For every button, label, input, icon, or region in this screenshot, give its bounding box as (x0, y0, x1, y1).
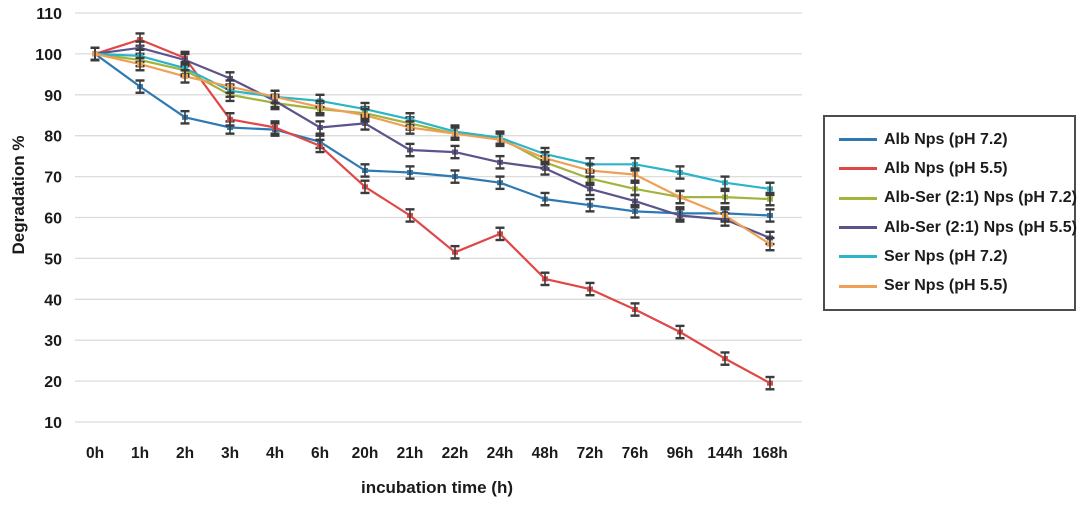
x-tick-label: 48h (532, 445, 559, 462)
x-tick-label: 24h (487, 445, 514, 462)
x-tick-label: 0h (86, 445, 104, 462)
legend-swatch (839, 255, 877, 259)
x-tick-label: 96h (667, 445, 694, 462)
x-tick-label: 21h (397, 445, 424, 462)
legend-swatch (839, 284, 877, 288)
x-tick-label: 20h (352, 445, 379, 462)
legend-item: Ser Nps (pH 7.2) (839, 248, 1074, 266)
x-tick-label: 2h (176, 445, 194, 462)
legend-swatch (839, 226, 877, 230)
gridlines (75, 12, 802, 423)
y-axis-tick-labels: 10 20 30 40 50 60 70 80 90 100 110 (35, 6, 62, 432)
series-line (94, 38, 771, 385)
x-tick-label: 22h (442, 445, 469, 462)
series-line (94, 52, 771, 246)
legend-swatch (839, 138, 877, 142)
x-tick-label: 76h (622, 445, 649, 462)
y-tick-label: 20 (44, 374, 62, 391)
legend: Alb Nps (pH 7.2) Alb Nps (pH 5.5) Alb-Ser … (823, 115, 1077, 311)
series-line (94, 46, 771, 240)
y-axis-title: Degradation % (9, 135, 28, 254)
legend-item: Alb-Ser (2:1) Nps (pH 7.2) (839, 189, 1077, 207)
x-tick-label: 1h (131, 445, 149, 462)
x-tick-label: 72h (577, 445, 604, 462)
y-tick-label: 100 (35, 47, 62, 64)
x-axis-tick-labels: 0h 1h 2h 3h 4h 6h 20h 21h 22h 24h 48h 72h 76h 96h 144h… (86, 445, 788, 462)
x-axis-title: incubation time (h) (361, 478, 513, 497)
x-tick-label: 4h (266, 445, 284, 462)
legend-item: Ser Nps (pH 5.5) (839, 277, 1074, 295)
y-tick-label: 70 (44, 170, 62, 187)
series-line (94, 52, 771, 190)
y-tick-label: 90 (44, 88, 62, 105)
x-tick-label: 6h (311, 445, 329, 462)
x-tick-label: 144h (707, 445, 742, 462)
legend-label: Alb-Ser (2:1) Nps (pH 5.5) (884, 218, 1077, 236)
y-tick-label: 40 (44, 292, 62, 309)
x-tick-label: 168h (752, 445, 787, 462)
legend-label: Alb Nps (pH 7.2) (884, 130, 1008, 148)
legend-item: Alb-Ser (2:1) Nps (pH 5.5) (839, 218, 1077, 237)
data-series (90, 32, 775, 391)
y-tick-label: 60 (44, 211, 62, 228)
legend-item: Alb Nps (pH 5.5) (839, 160, 1074, 178)
y-tick-label: 80 (44, 129, 62, 146)
y-tick-label: 50 (44, 251, 62, 268)
y-tick-label: 10 (44, 415, 62, 432)
legend-label: Ser Nps (pH 5.5) (884, 277, 1008, 295)
y-tick-label: 30 (44, 333, 62, 350)
y-tick-label: 110 (36, 6, 62, 23)
legend-swatch (839, 167, 877, 171)
series-line (94, 53, 771, 217)
legend-item: Alb Nps (pH 7.2) (839, 131, 1074, 149)
x-tick-label: 3h (221, 445, 239, 462)
legend-label: Alb Nps (pH 5.5) (884, 159, 1008, 177)
legend-swatch (839, 196, 877, 200)
legend-label: Ser Nps (pH 7.2) (884, 247, 1008, 265)
legend-label: Alb-Ser (2:1) Nps (pH 7.2) (884, 189, 1077, 207)
